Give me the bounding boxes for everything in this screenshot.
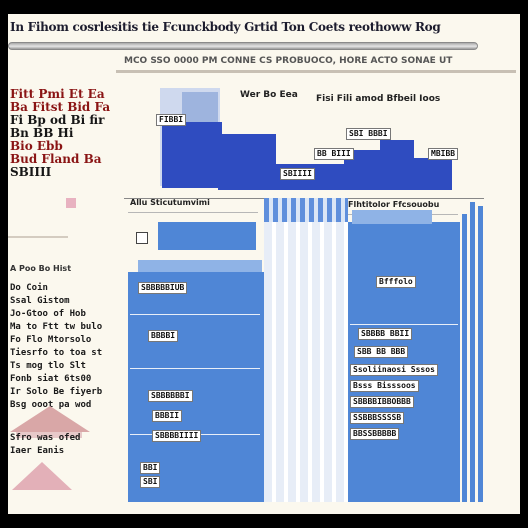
- right-text: Bsss Bisssoos: [350, 380, 419, 392]
- top-chart-tag: SBI BBBI: [346, 128, 391, 140]
- main-header-rule: [128, 212, 258, 213]
- title-rule-bar: [8, 42, 478, 50]
- side-strip: [462, 214, 467, 502]
- top-bar: [412, 158, 452, 190]
- top-chart-label-right: Fisi Fili amod Bfbeil Ioos: [316, 94, 441, 104]
- main-tag: SBBBBBBI: [148, 390, 193, 402]
- left-divider: [8, 236, 68, 238]
- left-body-line: Ssal Gistom: [10, 296, 70, 306]
- left-body-line: Fonb siat 6ts00: [10, 374, 92, 384]
- main-bar: [138, 260, 262, 272]
- left-heading-tail: SBIIII: [10, 166, 52, 179]
- left-body-line: Sfro was ofed: [10, 433, 81, 443]
- left-body-line: Jo-Gtoo of Hob: [10, 309, 86, 319]
- top-chart-tag: BB BIII: [314, 148, 354, 160]
- top-chart-tag: SBIIII: [280, 168, 315, 180]
- left-body-line: Ts mog tlo Slt: [10, 361, 86, 371]
- main-tag: BBBBI: [148, 330, 179, 342]
- panel-gridline: [130, 368, 260, 369]
- left-subheading: A Poo Bo Hist: [10, 264, 72, 273]
- main-header-right: Flhtitolor Ffcsouobu: [348, 200, 440, 209]
- right-text: Ssoliinaosi Sssos: [350, 364, 438, 376]
- right-text: Bfffolo: [376, 276, 416, 288]
- left-body-line: Tiesrfo to toa st: [10, 348, 103, 358]
- left-body-line: Ir Solo Be fiyerb: [10, 387, 103, 397]
- right-text: SBBBBIBBOBBB: [350, 396, 414, 408]
- house-roof-icon: [10, 406, 90, 432]
- top-bar: [182, 92, 218, 122]
- left-body-line: Iaer Eanis: [10, 446, 65, 456]
- left-heading-line: Fi Bp od Bi fir: [10, 114, 105, 127]
- page-subtitle: MCO SSO 0000 PM CONNE CS PROBUOCO, HORE …: [124, 56, 453, 66]
- top-bar: [162, 122, 222, 188]
- top-chart-tag: FIBBI: [156, 114, 187, 126]
- main-tag: SBI: [140, 476, 161, 488]
- top-bar: [380, 140, 414, 190]
- top-chart-label: Wer Bo Eea: [240, 90, 298, 100]
- subtitle-divider: [116, 70, 516, 73]
- main-tag: BBBII: [152, 410, 183, 422]
- top-chart-tag: MBIBB: [428, 148, 459, 160]
- infographic-page: In Fihom cosrlesitis tie Fcunckbody Grti…: [8, 14, 520, 514]
- right-text: SSBBBSSSSB: [350, 412, 405, 424]
- left-body-line: Do Coin: [10, 283, 48, 293]
- panel-gridline: [350, 324, 458, 325]
- panel-gridline: [130, 314, 260, 315]
- main-bar: [158, 222, 256, 250]
- main-bar: [352, 210, 432, 224]
- side-strip: [478, 206, 483, 502]
- left-heading-line: Bn BB Hi: [10, 127, 74, 140]
- right-text: SBBBB BBII: [358, 328, 413, 340]
- pale-column: [264, 222, 348, 502]
- page-title: In Fihom cosrlesitis tie Fcunckbody Grti…: [10, 20, 441, 34]
- main-header-left: Allu Sticutumvimi: [130, 198, 210, 207]
- main-tag: SBBBBIIII: [152, 430, 202, 442]
- left-heading-line: Ba Fitst Bid Fa: [10, 101, 111, 114]
- left-body-line: Bsg ooot pa wod: [10, 400, 92, 410]
- pink-marker-icon: [66, 198, 76, 208]
- left-heading-line: Bud Fland Ba: [10, 153, 102, 166]
- side-strip: [470, 202, 475, 502]
- top-bar: [218, 134, 276, 190]
- main-panel-block: [348, 222, 460, 502]
- house-base-icon: [16, 432, 82, 438]
- left-heading-line: Fitt Pmi Et Ea: [10, 88, 105, 101]
- left-heading: Fitt Pmi Et Ea Ba Fitst Bid Fa Fi Bp od …: [10, 88, 122, 179]
- right-text: SBB BB BBB: [354, 346, 409, 358]
- left-body-line: Fo Flo Mtorsolo: [10, 335, 92, 345]
- left-body-text-2: Sfro was ofed Iaer Eanis: [10, 432, 120, 458]
- left-body-text: Do Coin Ssal Gistom Jo-Gtoo of Hob Ma to…: [10, 282, 118, 412]
- left-body-line: Ma to Ftt tw bulo: [10, 322, 103, 332]
- main-tag: BBI: [140, 462, 161, 474]
- striped-column: [264, 198, 348, 222]
- checkbox-icon: [136, 232, 148, 244]
- main-tag: SBBBBBIUB: [138, 282, 188, 294]
- left-heading-line: Bio Ebb: [10, 140, 63, 153]
- pyramid-icon: [12, 462, 72, 490]
- right-text: BBSSBBBBB: [350, 428, 400, 440]
